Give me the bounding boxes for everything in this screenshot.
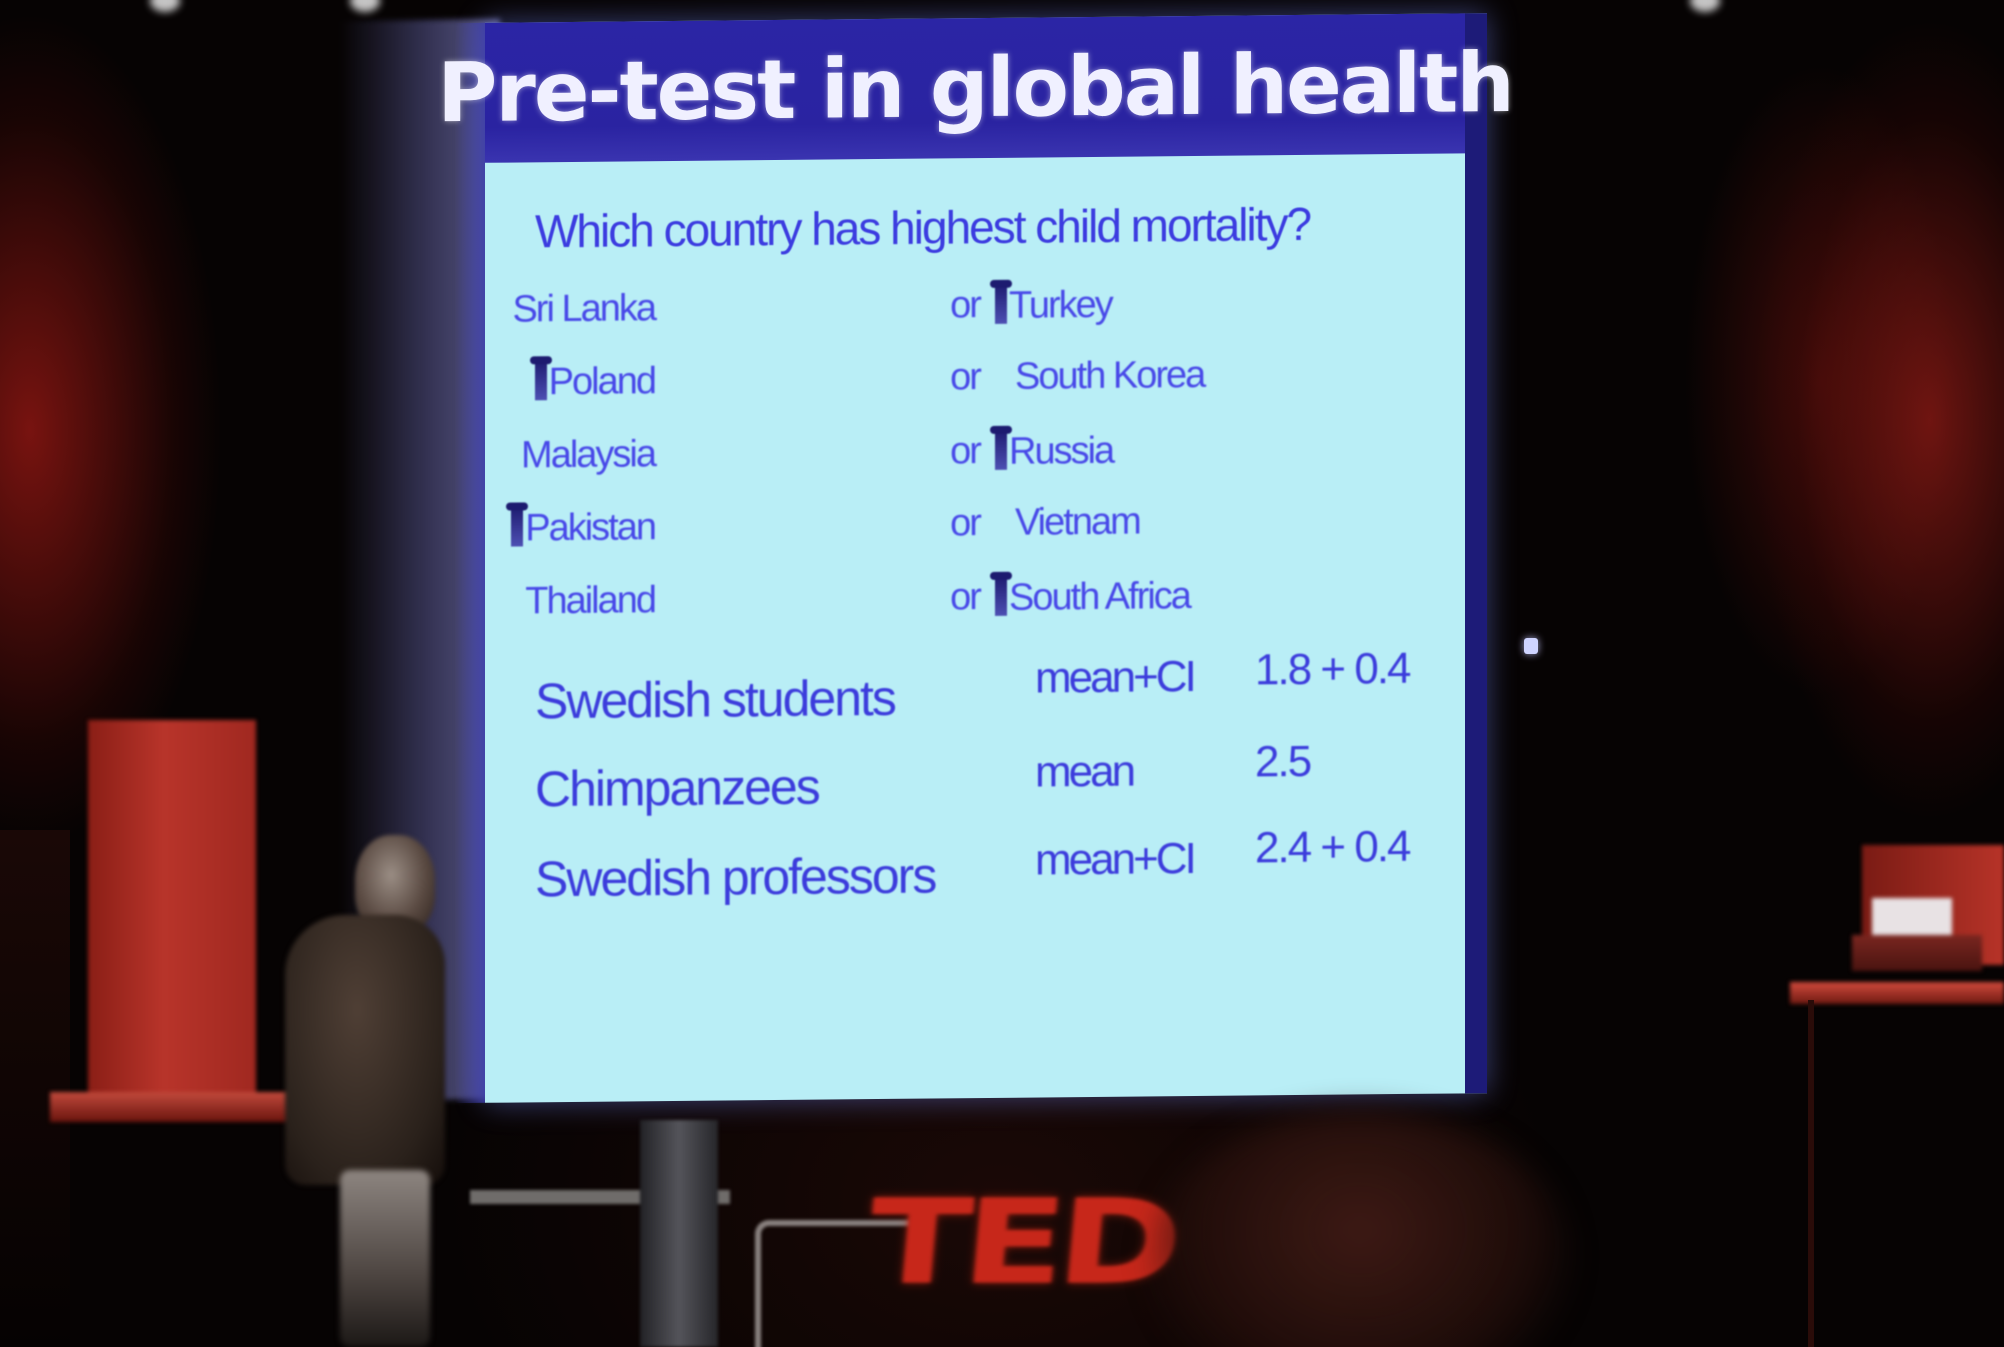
speaker-legs — [340, 1170, 430, 1347]
result-group: Swedish professors — [535, 847, 936, 908]
marker-icon — [995, 283, 1007, 324]
slide-title: Pre-test in global health — [437, 35, 1513, 141]
ceiling-light — [1690, 0, 1720, 12]
country-right: Turkey — [995, 283, 1112, 328]
slide-question: Which country has highest child mortalit… — [535, 197, 1311, 258]
ted-logo: TED — [862, 1175, 1181, 1311]
result-row: Swedish students mean+CI 1.8 + 0.4 — [535, 644, 1435, 729]
pair-or: or — [950, 284, 980, 327]
speaker-body — [285, 915, 445, 1185]
result-value: 1.8 + 0.4 — [1255, 643, 1410, 695]
laptop-base — [1852, 935, 1982, 971]
country-left: Malaysia — [521, 433, 655, 477]
right-table-leg — [1808, 1000, 1814, 1347]
result-value: 2.4 + 0.4 — [1255, 821, 1410, 873]
country-left: Poland — [534, 359, 655, 404]
country-right: Vietnam — [1015, 500, 1140, 544]
audience-silhouette — [1150, 1110, 1570, 1347]
right-table — [1790, 982, 2004, 1004]
ceiling-light — [150, 0, 180, 12]
lectern-post — [640, 1120, 718, 1347]
pair-or: or — [950, 502, 980, 545]
marker-icon — [534, 360, 547, 401]
marker-icon — [511, 506, 524, 547]
country-right: Russia — [995, 429, 1113, 474]
pair-or: or — [950, 576, 980, 619]
red-stage-ledge — [50, 1092, 330, 1122]
marker-icon — [995, 429, 1007, 470]
red-stage-column — [88, 720, 256, 1100]
result-measure: mean+CI — [1035, 834, 1194, 885]
ceiling-light — [350, 0, 380, 12]
country-left: Sri Lanka — [512, 287, 655, 331]
result-measure: mean+CI — [1035, 652, 1194, 703]
pair-or: or — [950, 356, 980, 399]
country-right: South Africa — [995, 574, 1190, 620]
country-right: South Korea — [1015, 353, 1205, 398]
result-group: Swedish students — [535, 669, 895, 730]
marker-icon — [995, 575, 1007, 616]
result-group: Chimpanzees — [535, 758, 819, 818]
result-row: Swedish professors mean+CI 2.4 + 0.4 — [535, 822, 1435, 907]
stage-rail — [755, 1220, 911, 1347]
slide-title-bar: Pre-test in global health — [437, 13, 1513, 163]
country-left: Thailand — [525, 579, 655, 623]
country-left: Pakistan — [511, 505, 655, 550]
presentation-slide: Pre-test in global health Which country … — [437, 13, 1513, 1103]
stage-left-wall — [0, 830, 70, 1347]
result-measure: mean — [1035, 746, 1134, 797]
pair-or: or — [950, 430, 980, 473]
result-row: Chimpanzees mean 2.5 — [535, 737, 1435, 817]
laser-pointer-dot — [1524, 638, 1538, 654]
result-value: 2.5 — [1255, 736, 1311, 787]
